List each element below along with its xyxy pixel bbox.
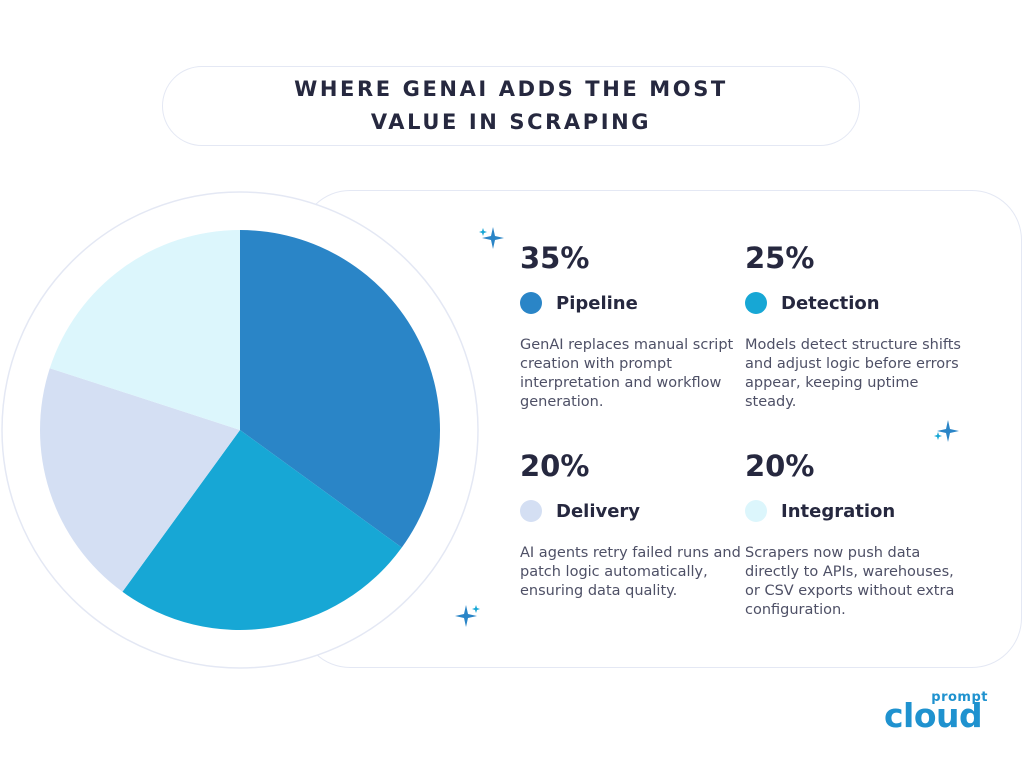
stat-description: AI agents retry failed runs and patch lo… [520,545,741,599]
stat-label: Detection [781,292,880,314]
stat-percent: 20% [745,449,815,483]
stat-delivery: 20% Delivery AI agents retry failed runs… [520,448,745,601]
stat-description: Models detect structure shifts and adjus… [745,337,961,410]
pie-slice-delivery [40,368,241,592]
stat-description: GenAI replaces manual script creation wi… [520,337,734,410]
stat-label: Integration [781,500,896,522]
stat-label: Delivery [556,500,641,522]
stat-integration: 20% Integration Scrapers now push data d… [745,448,970,620]
sparkle-icon [455,605,480,627]
title-banner: WHERE GENAI ADDS THE MOST VALUE IN SCRAP… [162,66,860,146]
stat-label: Pipeline [556,292,638,314]
sparkle-icon [479,227,504,249]
stat-label-row: Integration [745,498,970,524]
sparkle-icon [934,420,959,442]
pie-slice-integration [49,230,240,430]
stat-description: Scrapers now push data directly to APIs,… [745,545,955,618]
legend-dot [520,500,542,522]
stat-label-row: Detection [745,290,970,316]
logo-text-big: cloud [884,696,983,735]
stat-detection: 25% Detection Models detect structure sh… [745,240,970,412]
stat-percent: 20% [520,449,590,483]
legend-dot [745,500,767,522]
logo-text-small: prompt [931,690,988,705]
stat-percent: 35% [520,241,590,275]
title-line-1: WHERE GENAI ADDS THE MOST [294,77,728,101]
legend-dot [520,292,542,314]
page-title: WHERE GENAI ADDS THE MOST VALUE IN SCRAP… [271,73,751,139]
stat-label-row: Delivery [520,498,745,524]
legend-dot [745,292,767,314]
stat-percent: 25% [745,241,815,275]
brand-logo: prompt cloud [884,690,994,738]
stat-label-row: Pipeline [520,290,745,316]
stat-pipeline: 35% Pipeline GenAI replaces manual scrip… [520,240,745,412]
title-line-2: VALUE IN SCRAPING [370,110,652,134]
